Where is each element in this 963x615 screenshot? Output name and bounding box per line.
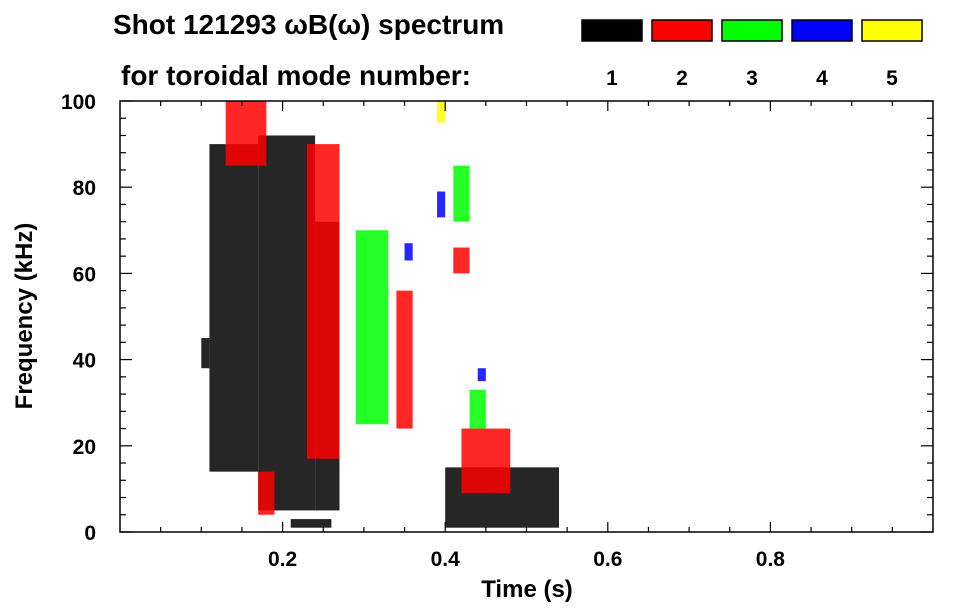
y-tick-label: 100 [61, 91, 96, 114]
legend-label-3: 3 [746, 67, 758, 90]
y-tick-label: 40 [73, 350, 96, 373]
region-mode-2-6 [225, 101, 267, 166]
region-mode-2-11 [453, 247, 470, 274]
legend: 1 2 3 4 5 [581, 19, 923, 90]
region-mode-2-9 [396, 290, 413, 429]
spectrum-regions [201, 101, 560, 528]
legend-swatch-3 [721, 19, 783, 42]
region-mode-1-3 [201, 338, 210, 369]
region-mode-3-12 [355, 230, 389, 425]
legend-swatch-5 [861, 19, 923, 42]
chart-title: Shot 121293 ωB(ω) spectrum [113, 9, 504, 40]
region-mode-4-16 [404, 243, 413, 261]
x-tick-label: 0.8 [756, 548, 786, 571]
region-mode-5-18 [437, 101, 446, 123]
x-tick-label: 0.4 [431, 548, 461, 571]
legend-label-2: 2 [676, 67, 688, 90]
region-mode-2-10 [461, 428, 511, 494]
region-mode-1-0 [209, 144, 259, 472]
region-mode-1-1 [258, 135, 316, 511]
axis-ticks: 0.2 0.4 0.6 0.8 0 20 40 60 80 100 [61, 91, 933, 571]
region-mode-1-4 [290, 519, 332, 528]
legend-swatch-2 [651, 19, 713, 42]
x-tick-label: 0.6 [593, 548, 622, 571]
legend-label-4: 4 [816, 67, 828, 90]
region-mode-4-15 [437, 191, 446, 218]
legend-label-1: 1 [606, 67, 618, 90]
y-tick-label: 60 [73, 263, 96, 286]
legend-swatch-4 [791, 19, 853, 42]
region-mode-4-17 [477, 368, 486, 382]
legend-label-5: 5 [886, 67, 898, 90]
y-tick-label: 0 [84, 522, 96, 545]
region-mode-2-8 [306, 144, 340, 459]
y-tick-label: 20 [73, 436, 96, 459]
y-axis-label: Frequency (kHz) [11, 223, 38, 410]
y-tick-label: 80 [73, 177, 96, 200]
legend-swatch-1 [581, 19, 643, 42]
chart-subtitle: for toroidal mode number: [121, 60, 471, 91]
x-tick-label: 0.2 [268, 548, 297, 571]
region-mode-3-14 [469, 389, 486, 429]
region-mode-2-7 [258, 471, 275, 515]
x-axis-label: Time (s) [481, 576, 573, 603]
region-mode-3-13 [453, 165, 470, 222]
